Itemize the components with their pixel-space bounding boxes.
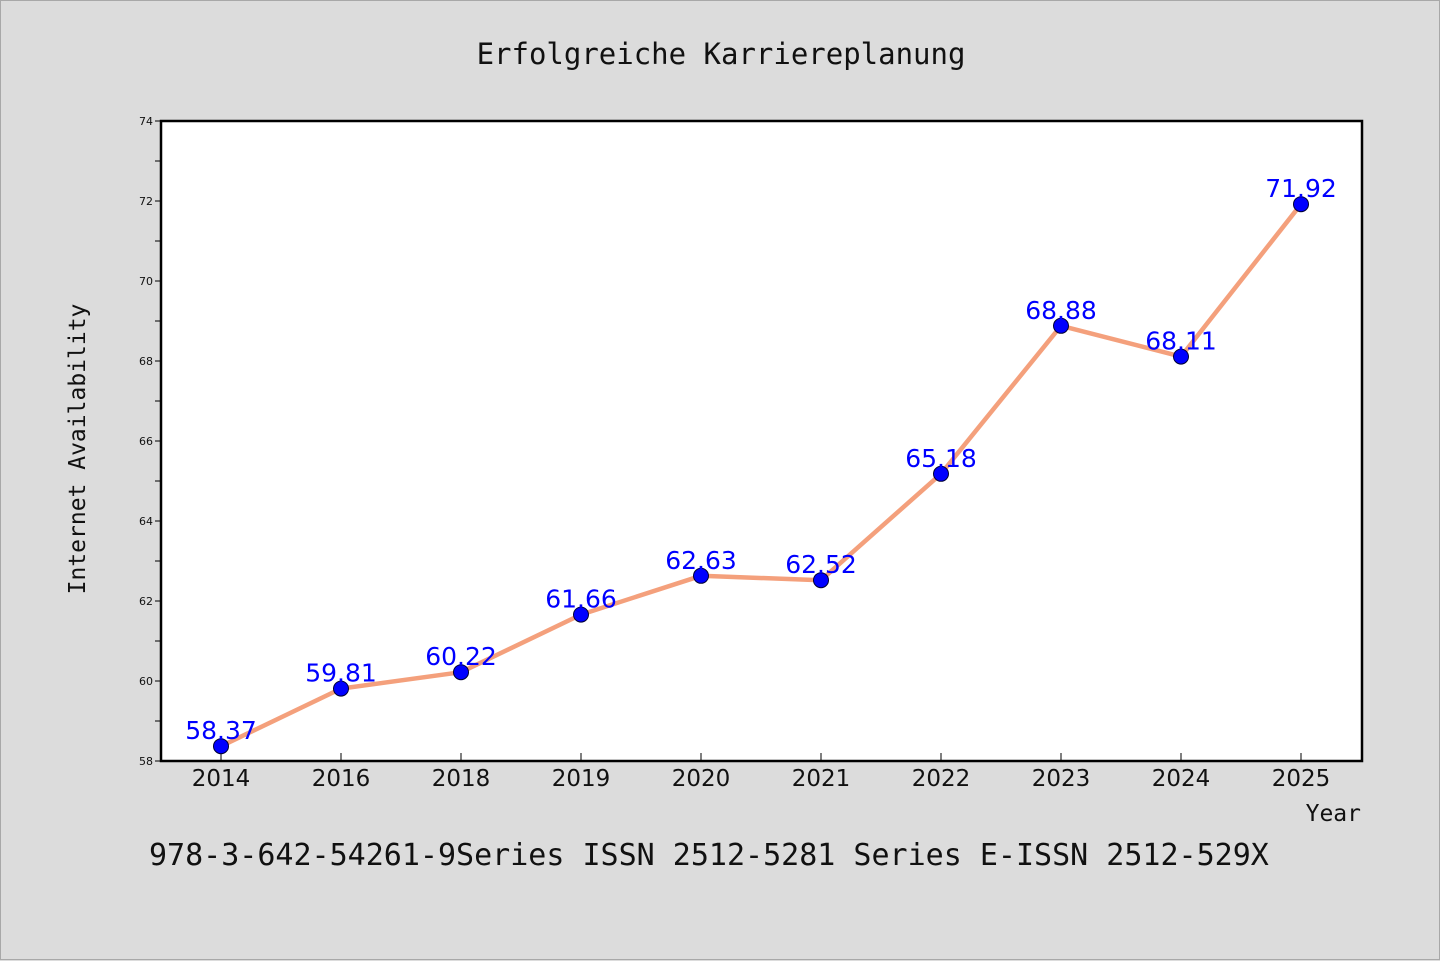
- data-label: 68.88: [1025, 296, 1097, 325]
- y-tick-label: 68: [139, 355, 153, 368]
- x-axis-ticks: 2014 2016 2018 2019 2020 2021 2022 2023 2024 2025: [192, 753, 1331, 792]
- y-tick-label: 66: [139, 435, 153, 448]
- x-tick-label: 2018: [432, 766, 491, 792]
- y-tick-label: 60: [139, 675, 153, 688]
- data-point-marker: [1053, 317, 1069, 334]
- data-label: 59.81: [305, 659, 377, 688]
- y-tick-label: 62: [139, 595, 153, 608]
- data-point-marker: [333, 680, 349, 697]
- data-label: 71.92: [1265, 174, 1337, 203]
- x-tick-label: 2016: [312, 766, 371, 792]
- y-tick-label: 58: [139, 755, 153, 768]
- marker-layer: [213, 196, 1309, 755]
- y-axis-ticks: 58 60 62 64 66 68 70 72 74: [139, 115, 161, 768]
- data-point-marker: [693, 567, 709, 584]
- data-label: 60.22: [425, 642, 497, 671]
- y-axis-label: Internet Availability: [65, 304, 91, 595]
- plot-area: [161, 121, 1362, 761]
- series-line: [218, 201, 1304, 749]
- data-label: 62.63: [665, 546, 737, 575]
- y-tick-label: 74: [139, 115, 153, 128]
- data-point-marker: [453, 664, 469, 681]
- data-point-marker: [573, 606, 589, 623]
- data-label: 65.18: [905, 444, 977, 473]
- data-point-marker: [1173, 348, 1189, 365]
- y-tick-label: 64: [139, 515, 153, 528]
- data-point-marker: [813, 572, 829, 589]
- x-tick-label: 2020: [672, 766, 731, 792]
- x-tick-label: 2021: [792, 766, 851, 792]
- y-tick-label: 72: [139, 195, 153, 208]
- series-layer: [218, 201, 1304, 749]
- x-tick-label: 2022: [912, 766, 971, 792]
- data-label: 68.11: [1145, 327, 1217, 356]
- data-label: 62.52: [785, 550, 857, 579]
- data-label: 61.66: [545, 585, 617, 614]
- x-tick-label: 2019: [552, 766, 611, 792]
- x-tick-label: 2014: [192, 766, 251, 792]
- y-tick-label: 70: [139, 275, 153, 288]
- plot-frame: [159, 119, 1364, 763]
- x-tick-label: 2024: [1152, 766, 1211, 792]
- data-label-layer: 58.37 59.81 60.22 61.66 62.63 62.52 65.18 68.88…: [185, 174, 1337, 745]
- isbn-footer: 978-3-642-54261-9Series ISSN 2512-5281 S…: [149, 838, 1269, 873]
- x-axis-label: Year: [1306, 801, 1361, 827]
- data-point-marker: [933, 465, 949, 482]
- data-label: 58.37: [185, 716, 257, 745]
- x-tick-label: 2025: [1272, 766, 1331, 792]
- data-point-marker: [213, 738, 229, 755]
- x-tick-label: 2023: [1032, 766, 1091, 792]
- data-point-marker: [1293, 196, 1309, 213]
- chart-title: Erfolgreiche Karriereplanung: [477, 37, 966, 71]
